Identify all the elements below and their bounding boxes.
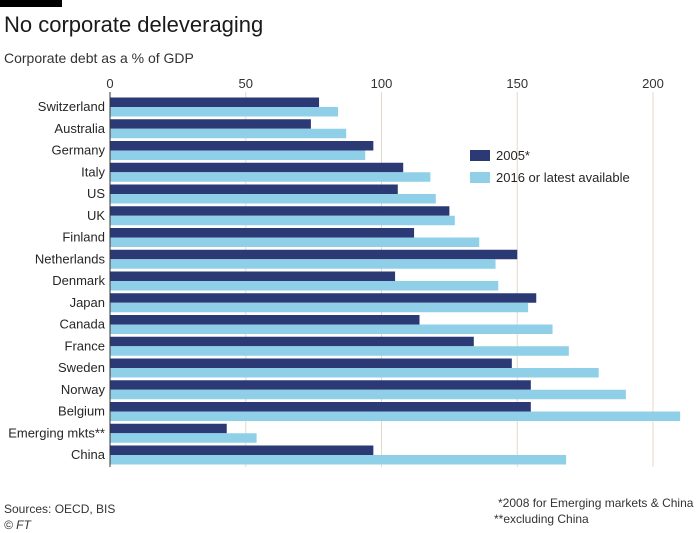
bar-2016 — [110, 237, 480, 247]
legend-swatch — [470, 172, 490, 183]
source-note: Sources: OECD, BIS — [4, 502, 116, 516]
x-tick-label: 0 — [106, 76, 113, 91]
x-tick-label: 150 — [506, 76, 528, 91]
bar-2005 — [110, 358, 512, 368]
category-label: Germany — [52, 143, 106, 158]
x-tick-label: 100 — [371, 76, 393, 91]
bar-2016 — [110, 324, 553, 334]
bar-2016 — [110, 346, 569, 356]
bar-2016 — [110, 259, 496, 269]
category-label: Switzerland — [38, 99, 105, 114]
brand-bar — [0, 0, 62, 7]
bar-2005 — [110, 380, 531, 390]
category-label: Belgium — [58, 404, 105, 419]
category-label: UK — [87, 208, 105, 223]
bar-2016 — [110, 128, 347, 139]
bar-2005 — [110, 97, 320, 107]
bar-2016 — [110, 455, 567, 465]
bar-2005 — [110, 249, 518, 260]
bar-2005 — [110, 271, 396, 281]
bar-2005 — [110, 445, 374, 455]
bar-2005 — [110, 184, 398, 194]
category-label: Italy — [81, 164, 105, 179]
category-label: Japan — [70, 295, 105, 310]
bar-2005 — [110, 402, 531, 412]
category-label: Finland — [62, 230, 105, 245]
category-label: China — [71, 447, 106, 462]
bar-2005 — [110, 293, 537, 303]
bar-2005 — [110, 162, 404, 173]
bar-2005 — [110, 206, 450, 216]
bar-2005 — [110, 423, 227, 434]
category-label: US — [87, 186, 105, 201]
bar-2016 — [110, 433, 257, 443]
category-label: Australia — [54, 121, 105, 136]
category-label: Netherlands — [35, 251, 106, 266]
bar-2016 — [110, 215, 455, 226]
chart-subtitle: Corporate debt as a % of GDP — [4, 50, 194, 66]
bar-2005 — [110, 228, 415, 238]
legend-label: 2005* — [496, 148, 530, 163]
legend-label: 2016 or latest available — [496, 170, 630, 185]
bar-2016 — [110, 302, 529, 313]
bar-2016 — [110, 150, 366, 160]
bar-2005 — [110, 141, 374, 151]
bar-2005 — [110, 119, 311, 129]
footnote-emerging: **excluding China — [494, 512, 589, 526]
bar-chart: 0 50 100 150 200 Switzerland Australia Germany I… — [8, 76, 681, 467]
bar-2016 — [110, 411, 681, 421]
credit-note: © FT — [4, 518, 31, 532]
bar-2016 — [110, 107, 339, 117]
x-tick-label: 200 — [642, 76, 664, 91]
x-tick-label: 50 — [239, 76, 253, 91]
bar-2016 — [110, 194, 436, 204]
category-label: Norway — [61, 382, 106, 397]
bar-2016 — [110, 389, 626, 400]
footnote-2005: *2008 for Emerging markets & China — [498, 496, 694, 510]
legend-swatch — [470, 150, 490, 161]
category-label: Canada — [59, 317, 105, 332]
bar-2016 — [110, 172, 431, 182]
bar-2005 — [110, 315, 420, 325]
chart-title: No corporate deleveraging — [4, 12, 264, 37]
category-label: Emerging mkts** — [8, 425, 105, 440]
category-label: Denmark — [52, 273, 105, 288]
category-label: France — [65, 338, 105, 353]
bar-2016 — [110, 281, 499, 291]
category-label: Sweden — [58, 360, 105, 375]
bar-2005 — [110, 336, 474, 347]
bar-2016 — [110, 368, 599, 378]
